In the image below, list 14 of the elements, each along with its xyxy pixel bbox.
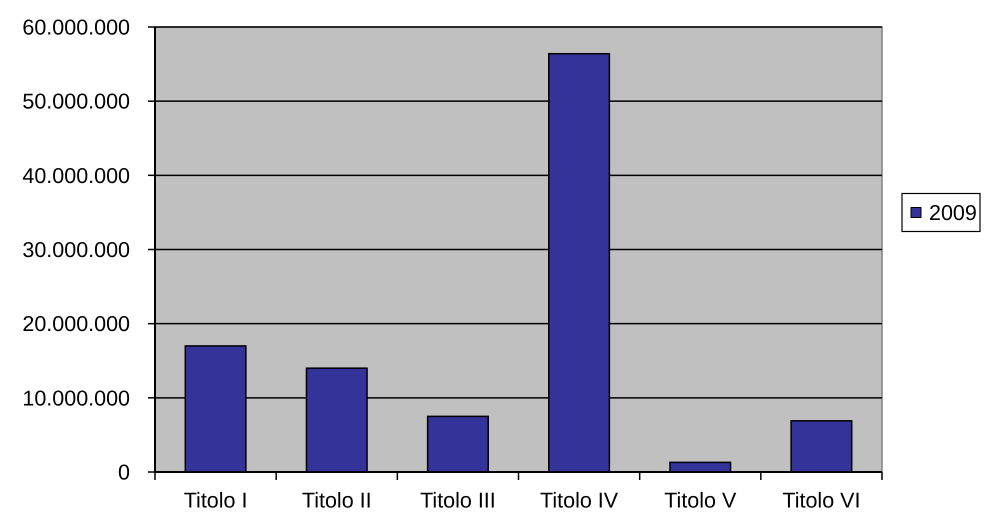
y-tick-label: 50.000.000: [22, 90, 130, 114]
y-tick-label: 10.000.000: [22, 386, 130, 410]
legend-label: 2009: [929, 201, 977, 226]
y-tick-label: 60.000.000: [22, 16, 130, 40]
x-tick-label: Titolo IV: [540, 488, 619, 513]
x-tick-label: Titolo VI: [782, 488, 860, 513]
x-tick-label: Titolo II: [302, 488, 372, 513]
y-tick-label: 0: [118, 460, 130, 485]
y-tick-label: 40.000.000: [22, 164, 130, 188]
x-tick-label: Titolo III: [420, 488, 496, 513]
x-tick-label: Titolo V: [664, 488, 737, 513]
y-tick-label: 30.000.000: [22, 238, 130, 262]
y-tick-label: 20.000.000: [22, 312, 130, 336]
x-tick-label: Titolo I: [184, 488, 248, 513]
